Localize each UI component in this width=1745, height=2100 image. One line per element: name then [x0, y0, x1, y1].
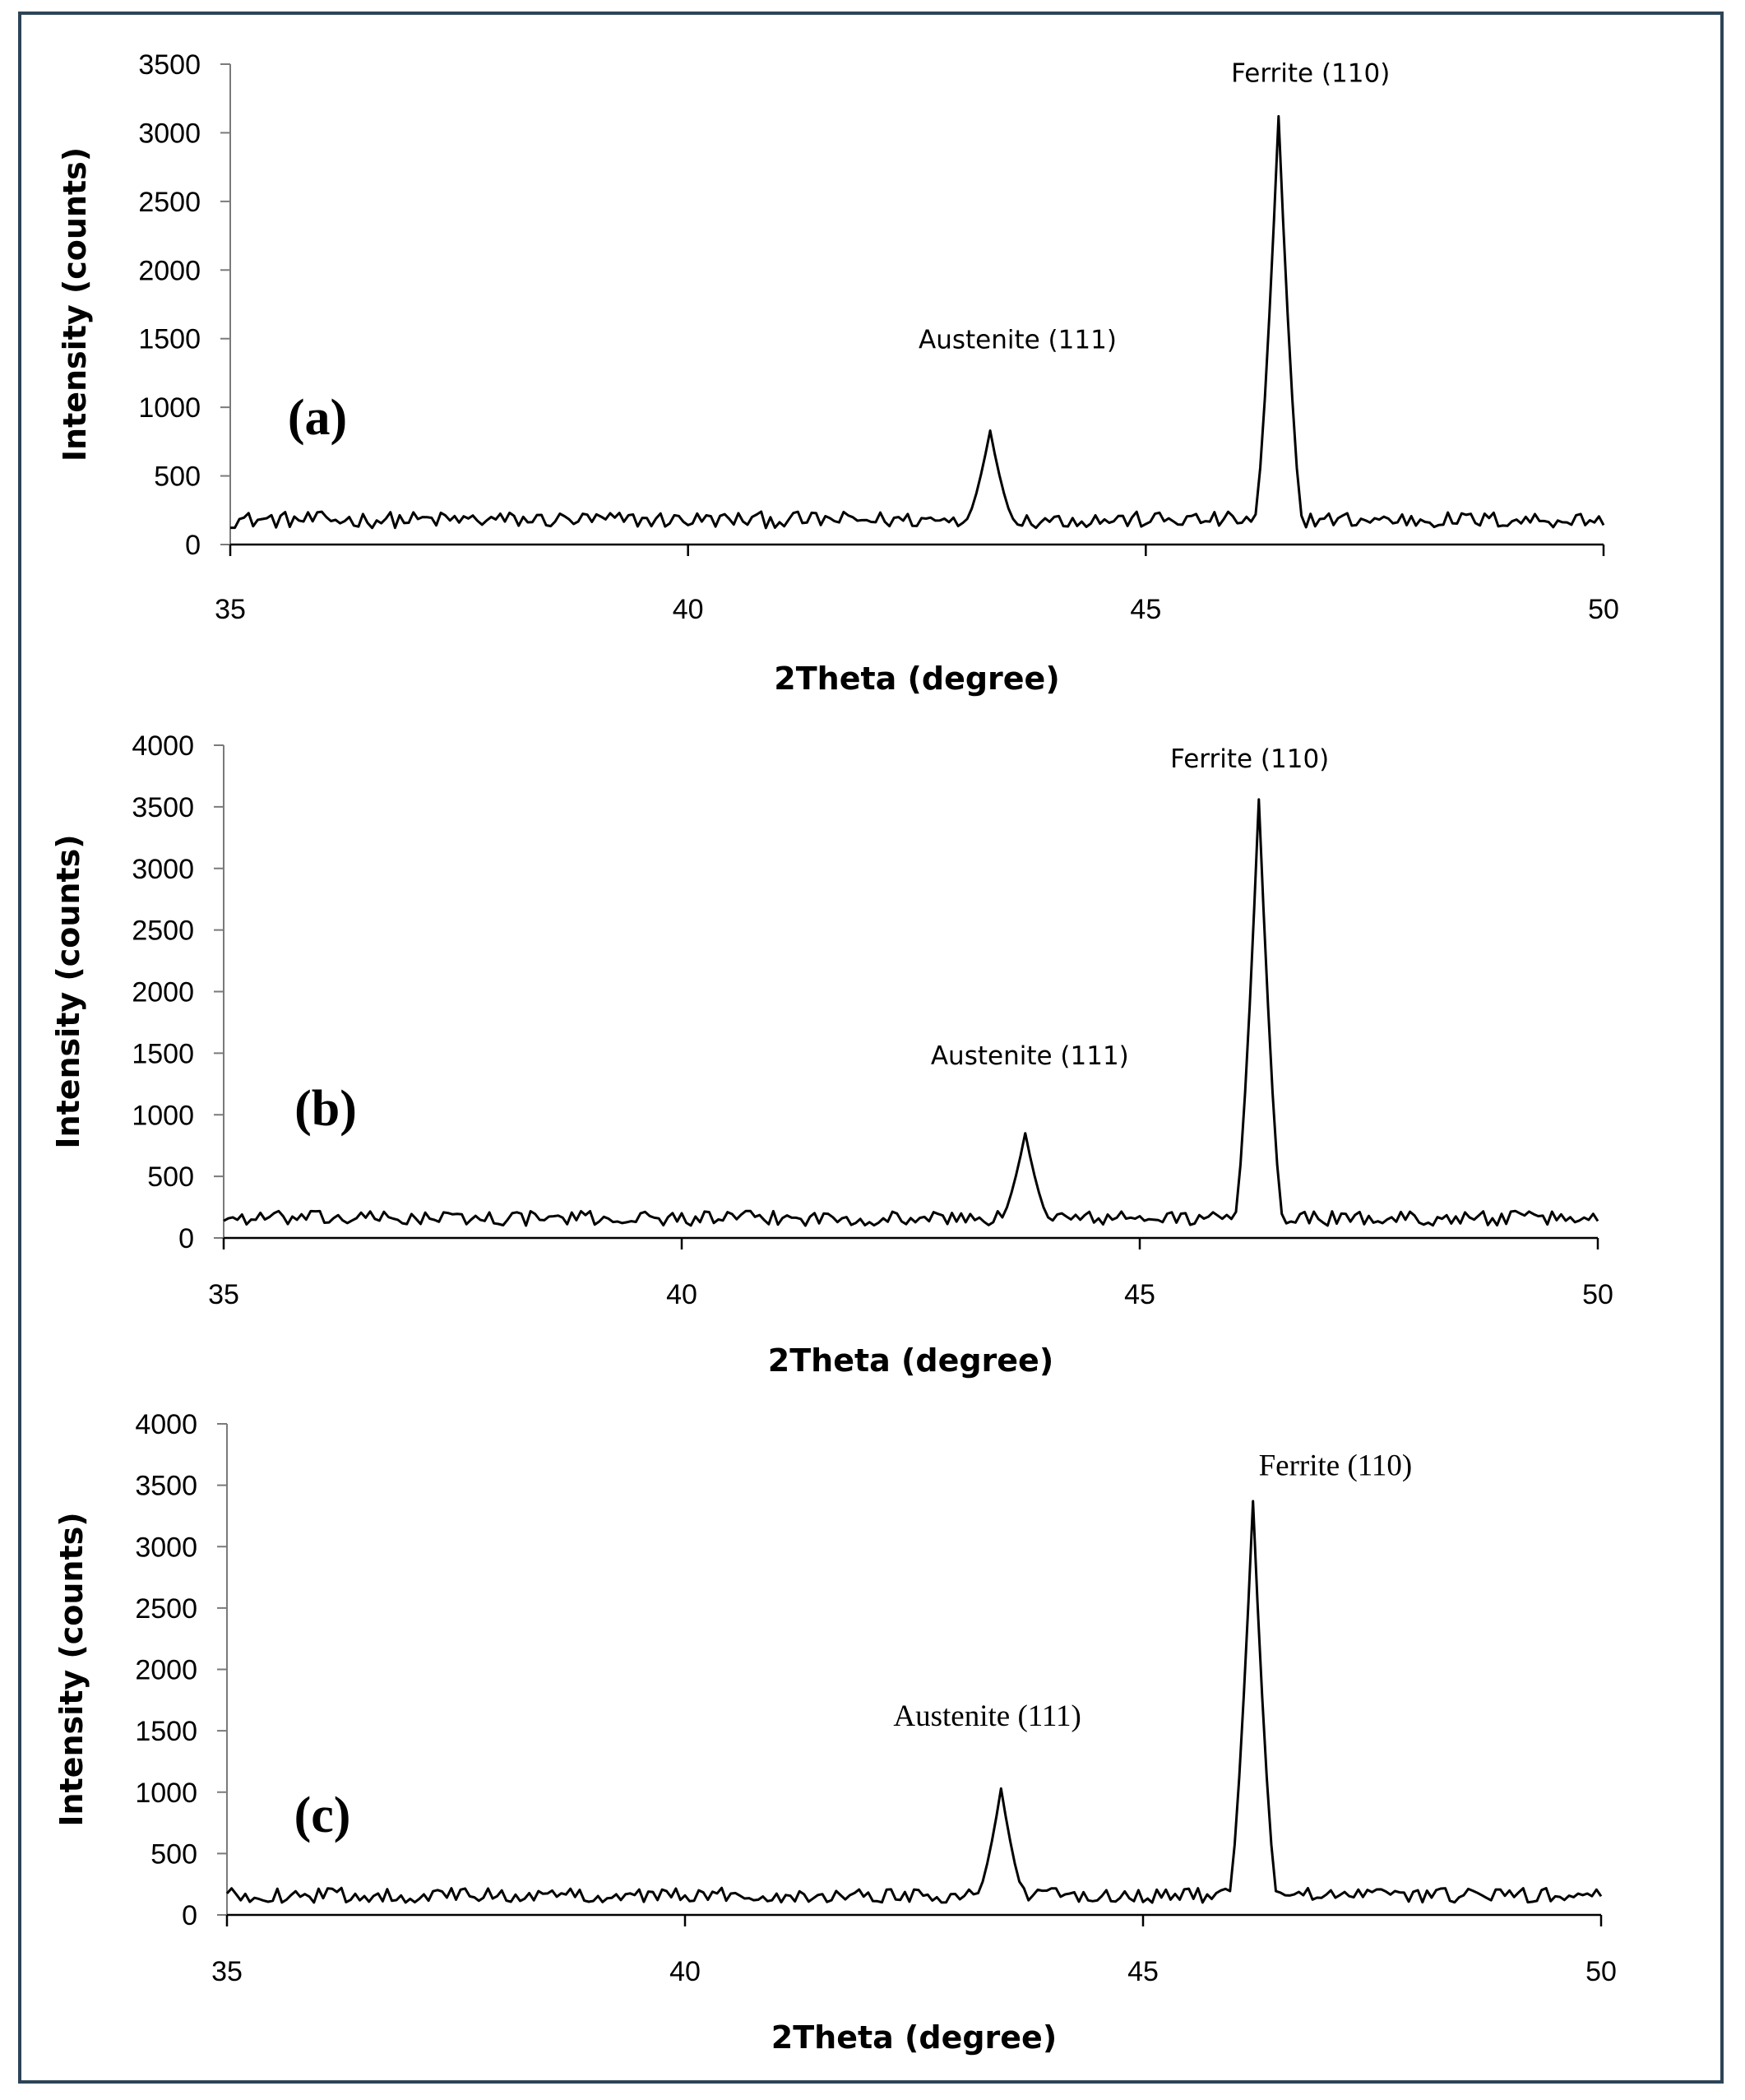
- peak-annotation: Ferrite (110): [1231, 59, 1390, 89]
- x-tick-label: 40: [669, 1956, 701, 1987]
- x-tick-label: 40: [673, 594, 704, 625]
- xrd-series-line: [224, 800, 1598, 1226]
- y-tick-label: 3500: [135, 1471, 197, 1502]
- x-tick-label: 50: [1588, 594, 1619, 625]
- y-tick-label: 4000: [132, 730, 194, 762]
- panel-b: 0 500 1000 1500 2000 2500 3000 3500 4000 35 40 45 50…: [50, 730, 1613, 1379]
- peak-annotation: Austenite (111): [893, 1699, 1081, 1733]
- peak-annotation: Ferrite (110): [1170, 744, 1329, 774]
- y-tick-label: 4000: [135, 1409, 197, 1440]
- y-tick-label: 0: [185, 530, 201, 561]
- y-tick-label: 1500: [138, 324, 201, 355]
- x-axis-title: 2Theta (degree): [774, 661, 1059, 697]
- y-tick-label: 500: [147, 1161, 194, 1193]
- y-tick-label: 500: [150, 1838, 197, 1870]
- x-tick-label: 45: [1130, 594, 1161, 625]
- panel-a: 0 500 1000 1500 2000 2500 3000 3500 35 40 45 50 2The…: [57, 49, 1619, 697]
- peak-annotation: Austenite (111): [919, 325, 1117, 355]
- y-axis-title: Intensity (counts): [53, 1512, 90, 1826]
- y-tick-label: 0: [178, 1223, 194, 1254]
- y-tick-label: 1000: [138, 392, 201, 424]
- y-tick-label: 3500: [138, 49, 201, 81]
- y-tick-label: 2000: [135, 1655, 197, 1686]
- x-tick-label: 50: [1582, 1279, 1613, 1310]
- x-axis-title: 2Theta (degree): [768, 1342, 1053, 1379]
- y-tick-label: 2500: [138, 187, 201, 218]
- y-tick-label: 3000: [135, 1532, 197, 1563]
- y-tick-label: 1000: [132, 1100, 194, 1131]
- y-tick-label: 1000: [135, 1778, 197, 1809]
- x-tick-label: 35: [215, 594, 246, 625]
- y-tick-label: 2500: [135, 1593, 197, 1625]
- y-axis-title: Intensity (counts): [57, 147, 93, 461]
- y-axis-title: Intensity (counts): [50, 834, 86, 1148]
- panel-label: (a): [288, 390, 347, 446]
- panel-label: (c): [294, 1787, 351, 1843]
- y-tick-label: 3000: [132, 854, 194, 885]
- y-tick-label: 1500: [135, 1716, 197, 1747]
- panel-c: 0 500 1000 1500 2000 2500 3000 3500 4000 35 40 45 50…: [53, 1409, 1617, 2056]
- x-axis-title: 2Theta (degree): [771, 2019, 1057, 2056]
- x-tick-label: 40: [666, 1279, 697, 1310]
- y-tick-label: 1500: [132, 1038, 194, 1069]
- x-tick-label: 50: [1585, 1956, 1617, 1987]
- y-tick-label: 2000: [138, 255, 201, 286]
- x-tick-label: 35: [211, 1956, 243, 1987]
- peak-annotation: Ferrite (110): [1259, 1449, 1413, 1483]
- y-tick-label: 2000: [132, 977, 194, 1008]
- panel-label: (b): [294, 1081, 357, 1137]
- x-tick-label: 45: [1124, 1279, 1155, 1310]
- x-tick-label: 35: [208, 1279, 239, 1310]
- y-tick-label: 3000: [138, 118, 201, 149]
- xrd-series-line: [230, 116, 1604, 528]
- peak-annotation: Austenite (111): [931, 1041, 1129, 1071]
- y-tick-label: 0: [182, 1900, 197, 1931]
- y-tick-label: 3500: [132, 792, 194, 823]
- y-tick-label: 500: [154, 461, 201, 493]
- y-tick-label: 2500: [132, 916, 194, 947]
- x-tick-label: 45: [1127, 1956, 1159, 1987]
